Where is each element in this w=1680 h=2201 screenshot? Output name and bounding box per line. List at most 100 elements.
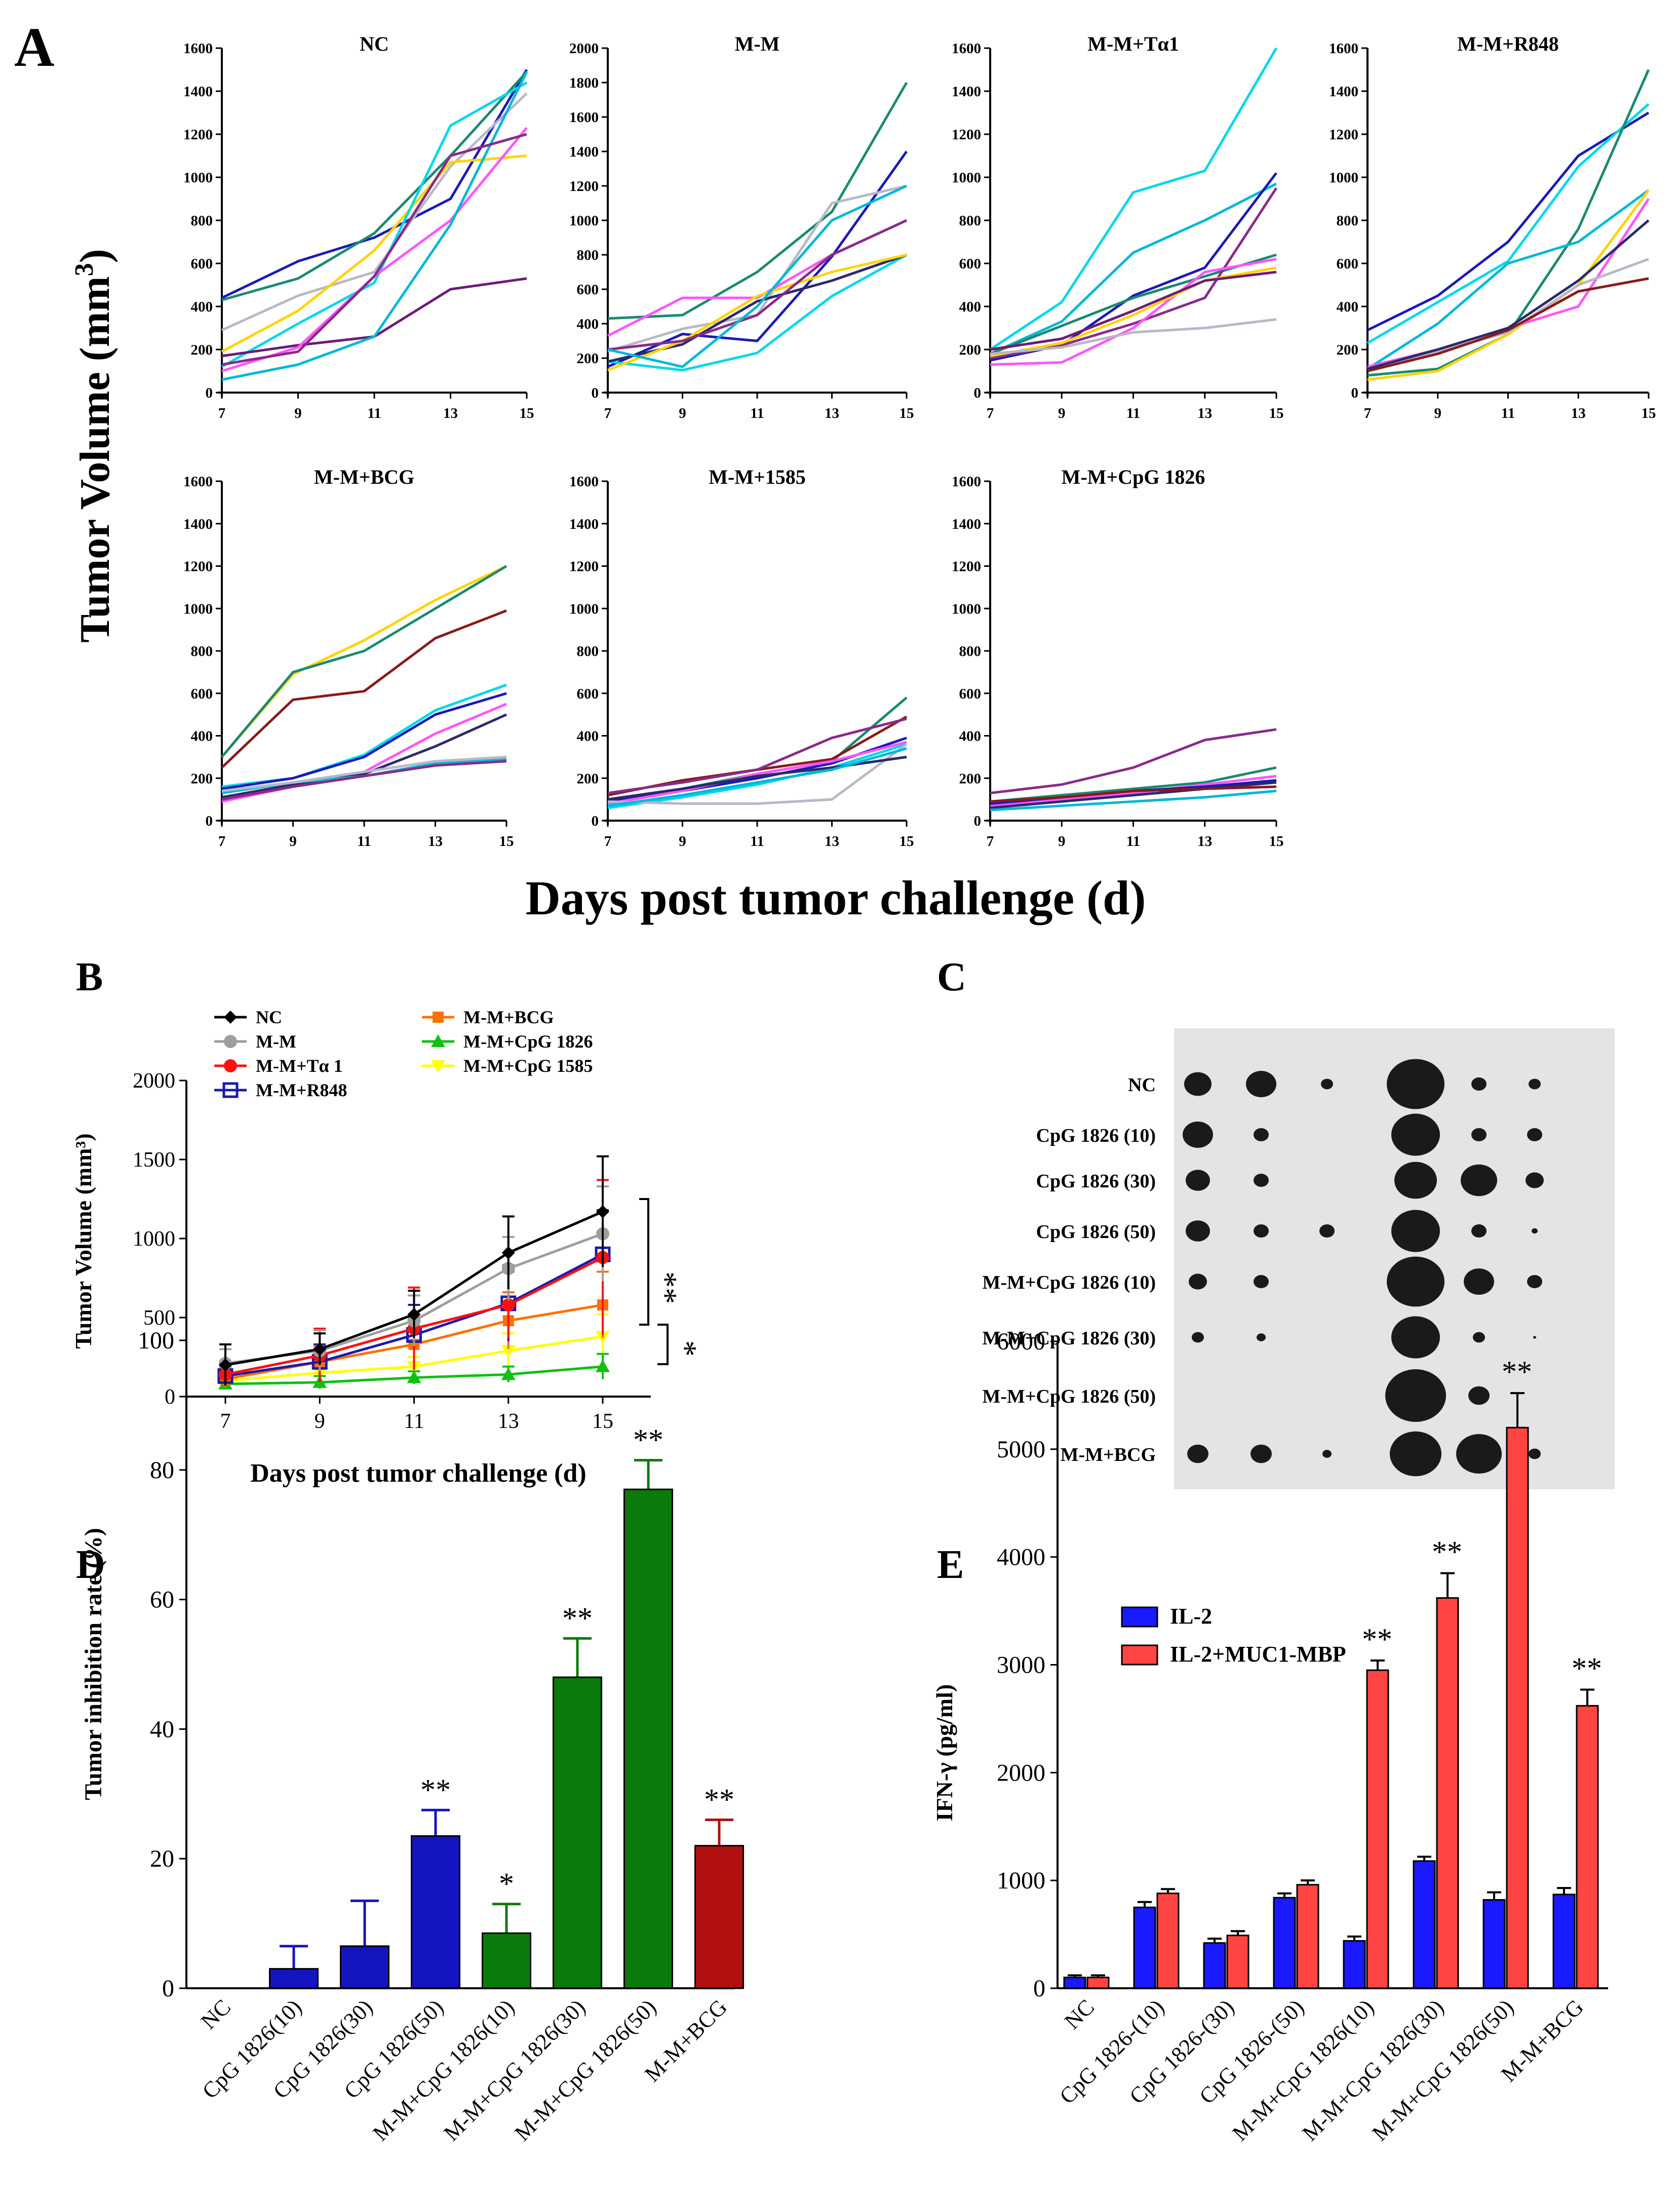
- panel-a-ylabel-sup: 3: [70, 263, 99, 276]
- bar: [553, 1676, 602, 1989]
- y-tick-label: 1600: [569, 109, 599, 126]
- y-axis-label: Tumor Volume (mm³): [70, 1133, 96, 1348]
- y-tick-label: 4000: [997, 1544, 1045, 1571]
- chart-a-mmr: M-M+R848 0 200 400 600 800 1000 1200 1400 1600 7 9 1…: [1329, 32, 1656, 421]
- y-tick-label: 200: [191, 342, 213, 358]
- row-label: CpG 1826 (50): [1036, 1221, 1156, 1243]
- significance-mark: **: [420, 1773, 451, 1806]
- category-label: NC: [1060, 1994, 1099, 2034]
- marker: [407, 1307, 421, 1321]
- series-line: [221, 760, 507, 801]
- y-tick-label: 2000: [569, 41, 599, 57]
- tumor: [1471, 1224, 1487, 1238]
- legend-item: M-M: [214, 1031, 296, 1052]
- series-line: [221, 713, 507, 799]
- tumor: [1533, 1336, 1536, 1339]
- x-tick-label: 13: [498, 1410, 519, 1433]
- y-tick-label: 1200: [952, 127, 981, 143]
- x-tick-label: 11: [1501, 405, 1515, 421]
- series-line: [990, 775, 1277, 807]
- marker: [313, 1342, 327, 1356]
- x-tick-label: 7: [604, 833, 612, 849]
- significance-mark: **: [1502, 1355, 1532, 1388]
- y-tick-label: 800: [577, 643, 599, 660]
- series-line: [990, 781, 1277, 809]
- x-tick-label: 13: [1571, 405, 1586, 421]
- y-tick-label: 400: [1337, 299, 1359, 315]
- tumor: [1461, 1164, 1497, 1196]
- tumor: [1391, 1113, 1440, 1156]
- y-tick-label: 1000: [997, 1867, 1045, 1894]
- y-tick-label: 6000: [997, 1328, 1045, 1355]
- bar: [1086, 1977, 1110, 1989]
- legend-item: M-M+BCG: [422, 1007, 554, 1027]
- legend-label: M-M: [256, 1031, 296, 1052]
- tumor: [1391, 1210, 1440, 1252]
- chart-title: M-M+Tα1: [1087, 32, 1179, 55]
- legend-item: M-M+CpG 1585: [422, 1056, 593, 1076]
- tumor: [1529, 1078, 1541, 1090]
- x-tick-label: 7: [604, 405, 612, 421]
- y-tick-label: 800: [577, 247, 599, 263]
- series-line: [221, 565, 507, 758]
- tumor: [1385, 1369, 1446, 1422]
- y-tick-label: 1400: [1329, 84, 1358, 100]
- bar: [1366, 1669, 1389, 1989]
- bracket-low-label: *: [668, 1340, 704, 1357]
- tumor: [1254, 1174, 1269, 1187]
- tumor: [1473, 1332, 1485, 1343]
- x-tick-label: 13: [825, 833, 839, 849]
- series-line: [989, 182, 1277, 355]
- y-tick-label: 400: [191, 728, 213, 745]
- y-tick-label: 100: [138, 1327, 174, 1354]
- y-tick-label: 1200: [569, 178, 599, 195]
- x-tick-label: 15: [1642, 405, 1656, 421]
- row-label: M-M+CpG 1826 (10): [983, 1272, 1156, 1293]
- tumor: [1187, 1444, 1208, 1463]
- y-tick-label: 1200: [569, 559, 599, 575]
- panel-c-photo: NC CpG 1826 (10) CpG 1826 (30) CpG 1826 (50…: [983, 1028, 1615, 1489]
- tumor: [1189, 1273, 1207, 1290]
- series-line: [990, 271, 1277, 351]
- chart-title: M-M+1585: [709, 466, 806, 488]
- tumor: [1394, 1162, 1437, 1199]
- series-line: [1367, 189, 1650, 381]
- series-line: [607, 150, 908, 368]
- y-tick-label: 2000: [997, 1759, 1045, 1786]
- x-tick-label: 7: [220, 1410, 231, 1433]
- y-tick-label: 1200: [183, 559, 213, 575]
- x-tick-label: 7: [987, 833, 994, 849]
- legend-item: IL-2: [1121, 1604, 1212, 1629]
- series-line: [607, 743, 907, 809]
- significance-mark: **: [1572, 1651, 1602, 1685]
- y-tick-label: 0: [974, 813, 982, 829]
- series-line: [607, 717, 907, 795]
- x-tick-label: 15: [520, 405, 534, 421]
- legend-label: M-M+CpG 1585: [463, 1056, 593, 1076]
- bar: [1296, 1884, 1319, 1989]
- row-label: M-M+BCG: [1061, 1444, 1156, 1465]
- marker: [407, 1370, 421, 1383]
- x-tick-label: 11: [750, 833, 764, 849]
- y-tick-label: 1400: [569, 516, 599, 532]
- series-line: [607, 253, 907, 372]
- legend-label: M-M+Tα 1: [256, 1056, 343, 1076]
- y-tick-label: 500: [143, 1306, 175, 1330]
- y-tick-label: 0: [206, 385, 213, 401]
- x-tick-label: 11: [404, 1410, 424, 1433]
- y-tick-label: 1600: [952, 474, 981, 490]
- y-tick-label: 600: [577, 282, 599, 298]
- bracket-high: [639, 1198, 649, 1326]
- marker: [501, 1345, 516, 1358]
- y-tick-label: 1600: [569, 474, 599, 490]
- series-line: [221, 755, 507, 792]
- x-tick-label: 9: [1058, 833, 1066, 849]
- y-tick-label: 0: [206, 813, 213, 829]
- y-tick-label: 800: [959, 643, 982, 660]
- bar: [1063, 1977, 1086, 1989]
- significance-mark: *: [499, 1867, 514, 1901]
- y-tick-label: 200: [577, 770, 599, 787]
- y-tick-label: 1000: [952, 601, 981, 617]
- y-tick-label: 200: [959, 770, 982, 787]
